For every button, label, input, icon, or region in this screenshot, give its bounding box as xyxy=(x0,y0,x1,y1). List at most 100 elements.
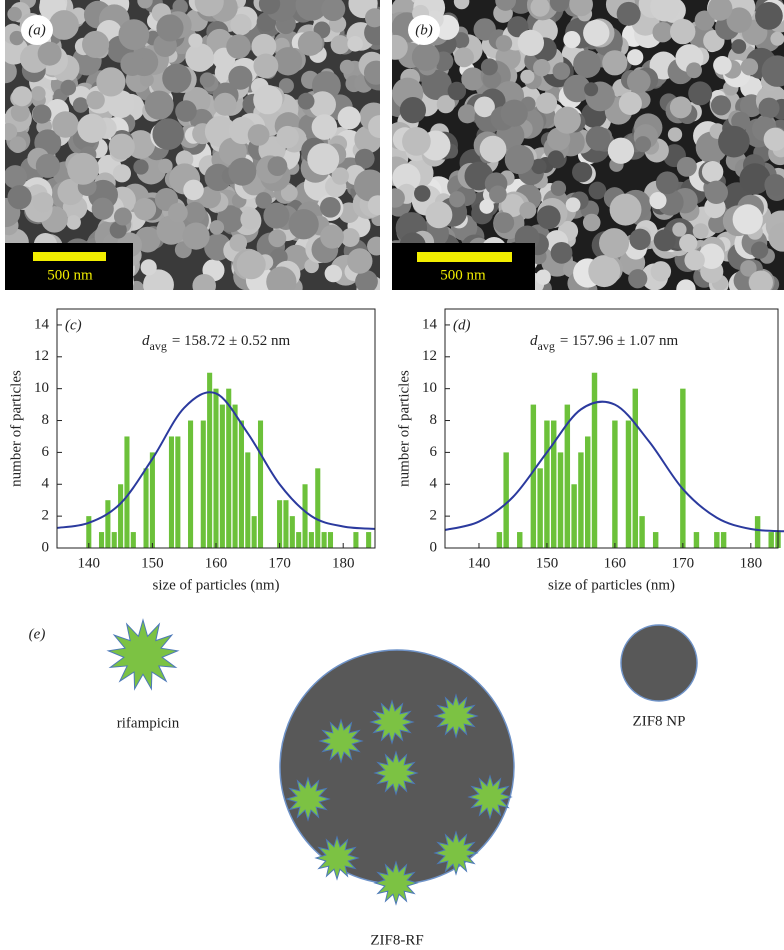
particle xyxy=(199,72,215,88)
particle xyxy=(634,136,652,153)
particle xyxy=(324,264,343,283)
bar xyxy=(124,436,130,548)
bar xyxy=(175,436,181,548)
particle xyxy=(761,55,784,87)
panel-label: (d) xyxy=(453,317,471,333)
y-tick-label: 0 xyxy=(42,539,50,555)
y-tick-label: 6 xyxy=(430,444,438,460)
bar xyxy=(632,388,639,548)
bar xyxy=(680,388,686,548)
particle xyxy=(694,10,715,31)
particle xyxy=(750,241,769,259)
particle xyxy=(692,223,709,240)
particle xyxy=(530,0,550,17)
particle xyxy=(113,207,132,226)
particle xyxy=(550,241,573,264)
y-tick-label: 6 xyxy=(42,444,50,460)
particle xyxy=(649,191,667,210)
particle xyxy=(519,201,537,219)
particle xyxy=(672,222,687,237)
scale-bar-label: 500 nm xyxy=(440,267,486,283)
particle xyxy=(91,197,114,220)
particle xyxy=(652,21,673,43)
particle xyxy=(447,81,467,101)
particle xyxy=(182,222,210,250)
particle xyxy=(748,270,773,290)
particle xyxy=(5,165,27,189)
scale-bar-a: 500 nm xyxy=(5,243,133,290)
particle xyxy=(5,60,17,84)
particle xyxy=(158,158,173,174)
particle xyxy=(588,181,607,200)
bar xyxy=(143,468,149,548)
y-tick-label: 4 xyxy=(430,476,438,492)
annotation-subscript: avg xyxy=(538,339,555,353)
particle xyxy=(307,143,340,176)
particle xyxy=(96,67,126,97)
rifampicin-molecule xyxy=(318,718,364,764)
particle xyxy=(461,67,485,91)
x-tick-label: 160 xyxy=(604,555,627,571)
fit-curve xyxy=(444,400,784,533)
particle xyxy=(686,62,702,79)
particle xyxy=(140,259,157,276)
particle xyxy=(585,126,611,151)
particle xyxy=(86,90,105,110)
composite-label: ZIF8-RF xyxy=(370,932,423,948)
rifampicin-molecule xyxy=(433,693,479,739)
bar xyxy=(612,420,618,548)
particle xyxy=(288,209,319,240)
particle xyxy=(367,236,380,256)
x-tick-label: 180 xyxy=(332,555,355,571)
bar xyxy=(219,404,225,548)
particle xyxy=(402,127,431,156)
particle xyxy=(708,214,727,234)
particle xyxy=(162,63,192,93)
y-tick-label: 10 xyxy=(34,380,49,396)
particle xyxy=(531,158,547,175)
particle xyxy=(399,96,427,124)
particle xyxy=(758,97,780,119)
particle xyxy=(707,0,733,21)
particle xyxy=(480,58,498,76)
particle xyxy=(501,194,525,217)
particle xyxy=(133,159,149,175)
particle xyxy=(276,125,299,149)
particle xyxy=(739,163,771,195)
particle xyxy=(253,53,279,79)
y-tick-label: 8 xyxy=(430,412,438,428)
x-tick-label: 140 xyxy=(468,555,491,571)
particle xyxy=(297,31,323,56)
particle xyxy=(392,188,405,208)
particle xyxy=(457,104,477,124)
particle xyxy=(425,201,453,229)
bar xyxy=(251,516,257,548)
particle xyxy=(670,18,696,45)
particle xyxy=(228,157,257,186)
particle xyxy=(655,171,679,195)
particle xyxy=(185,43,214,72)
bar xyxy=(720,532,727,548)
panel-label: (a) xyxy=(28,22,46,38)
particle xyxy=(517,29,545,57)
particle xyxy=(267,156,288,177)
particle xyxy=(653,229,676,252)
particle xyxy=(731,111,751,131)
particle xyxy=(213,92,237,116)
particle xyxy=(156,14,184,42)
particle xyxy=(354,148,375,169)
bar xyxy=(571,484,577,548)
particle xyxy=(152,118,184,150)
bar xyxy=(200,420,206,548)
particle xyxy=(669,96,692,119)
particle xyxy=(188,33,203,48)
particle xyxy=(168,202,188,223)
particle xyxy=(9,30,24,46)
fit-curve xyxy=(56,391,376,530)
particle xyxy=(339,59,355,75)
particle xyxy=(137,0,153,9)
particle xyxy=(563,74,591,103)
x-tick-label: 160 xyxy=(205,555,228,571)
particle xyxy=(106,90,135,119)
particle xyxy=(650,0,680,22)
